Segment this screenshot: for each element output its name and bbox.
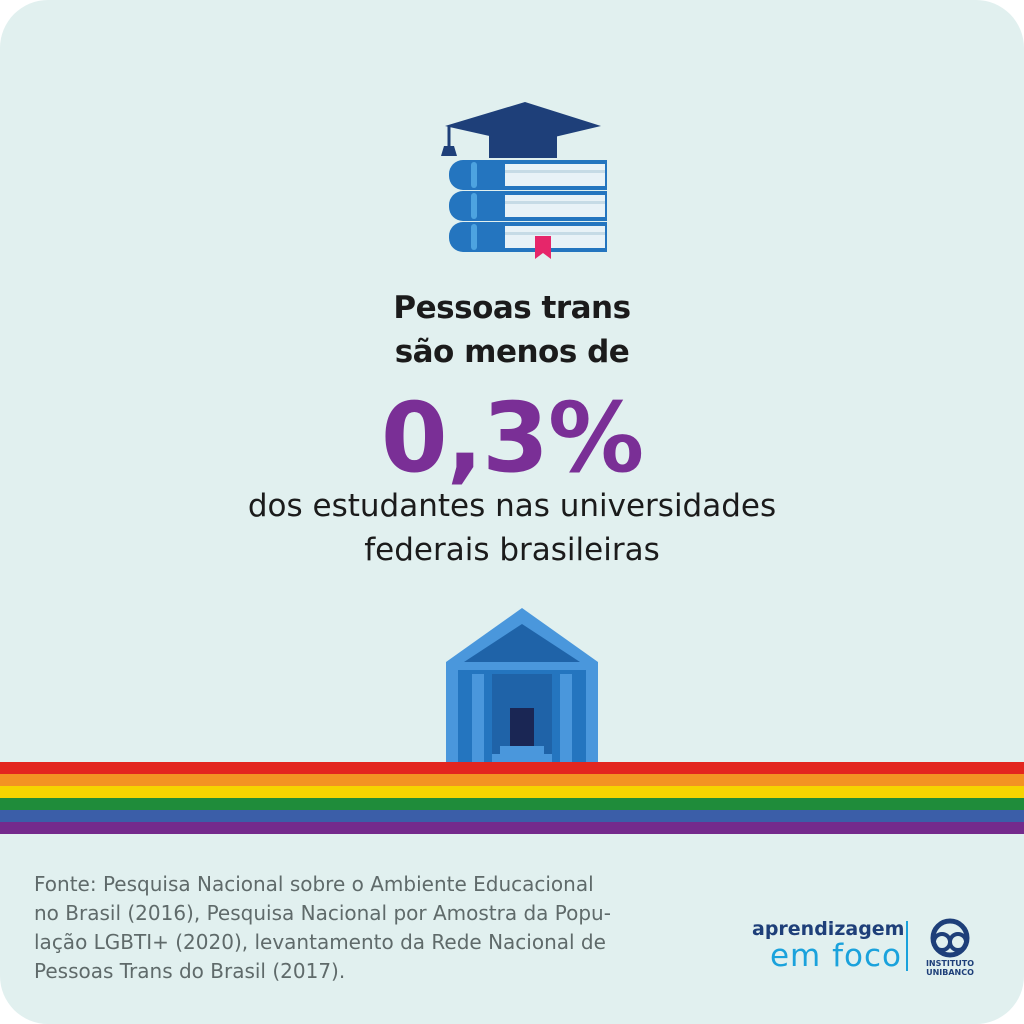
headline-line-1: Pessoas trans xyxy=(393,290,631,326)
source-line-4: Pessoas Trans do Brasil (2017). xyxy=(34,959,346,983)
brand-name: aprendizagem em foco xyxy=(752,918,905,974)
source-line-3: lação LGBTI+ (2020), levantamento da Red… xyxy=(34,930,606,954)
brand-divider xyxy=(906,921,908,971)
stripe-orange xyxy=(0,774,1024,786)
description-line-1: dos estudantes nas universidades xyxy=(247,488,777,524)
stripe-purple xyxy=(0,822,1024,834)
source-note: Fonte: Pesquisa Nacional sobre o Ambient… xyxy=(34,870,674,986)
stripe-green xyxy=(0,798,1024,810)
brand-name-line-1: aprendizagem xyxy=(752,918,905,940)
rainbow-stripes xyxy=(0,762,1024,834)
headline: Pessoas trans são menos de xyxy=(0,286,1024,374)
source-line-2: no Brasil (2016), Pesquisa Nacional por … xyxy=(34,901,611,925)
description-line-2: federais brasileiras xyxy=(364,532,660,568)
logo-text-line-2: UNIBANCO xyxy=(926,968,974,977)
university-building-icon xyxy=(446,608,598,764)
description: dos estudantes nas universidades federai… xyxy=(0,484,1024,572)
source-line-1: Fonte: Pesquisa Nacional sobre o Ambient… xyxy=(34,872,594,896)
brand-name-line-2: em foco xyxy=(769,938,902,974)
graduation-books-icon xyxy=(441,102,607,259)
stripe-blue xyxy=(0,810,1024,822)
stripe-red xyxy=(0,762,1024,774)
logo-text-line-1: INSTITUTO xyxy=(926,959,974,968)
headline-line-2: são menos de xyxy=(394,334,630,370)
stat-value: 0,3% xyxy=(380,382,644,494)
instituto-unibanco-logo-icon: INSTITUTO UNIBANCO xyxy=(926,918,974,977)
stripe-yellow xyxy=(0,786,1024,798)
